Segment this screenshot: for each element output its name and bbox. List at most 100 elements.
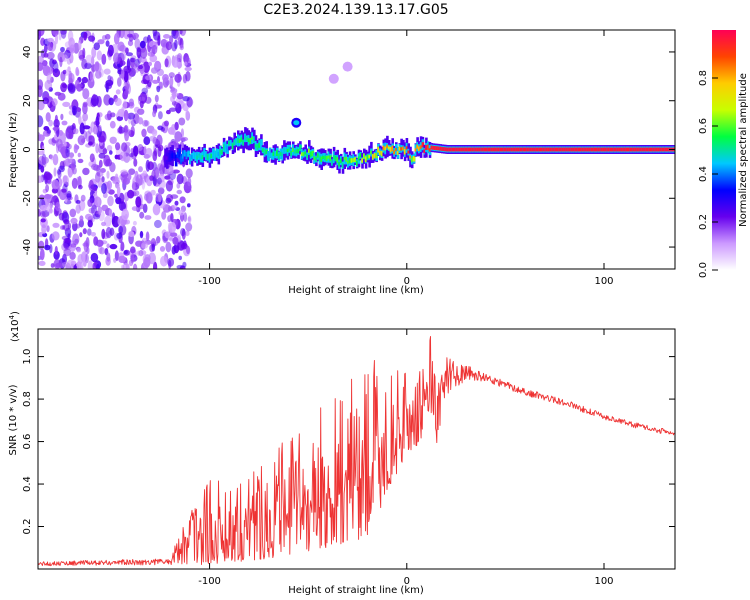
ridge-core	[334, 155, 338, 161]
ridge-core	[345, 156, 348, 162]
noise-speckle	[73, 265, 78, 269]
y-tick-label: 1.0	[22, 349, 33, 365]
ridge-core	[547, 147, 551, 152]
ridge-core	[331, 159, 334, 166]
ridge-core	[554, 147, 558, 152]
noise-speckle	[69, 251, 76, 260]
noise-speckle	[87, 220, 93, 228]
noise-speckle	[102, 35, 107, 41]
noise-speckle	[70, 217, 78, 225]
noise-speckle	[52, 222, 60, 228]
ridge-core	[457, 147, 460, 152]
ridge-core	[501, 147, 505, 152]
noise-speckle	[95, 143, 100, 154]
noise-speckle	[138, 64, 144, 70]
noise-speckle	[66, 259, 75, 267]
ridge-core	[602, 147, 606, 152]
ridge-core	[428, 148, 432, 152]
noise-speckle	[183, 212, 188, 223]
ridge-core	[322, 155, 325, 159]
ridge-core	[515, 147, 519, 152]
ridge-core	[506, 147, 510, 152]
noise-speckle	[58, 32, 62, 41]
noise-speckle	[128, 34, 134, 42]
noise-speckle	[69, 208, 77, 218]
noise-speckle	[38, 134, 45, 142]
noise-speckle	[171, 245, 176, 255]
noise-speckle	[88, 207, 95, 214]
noise-speckle	[129, 153, 134, 158]
ridge-core	[558, 147, 561, 152]
noise-speckle	[182, 261, 187, 268]
ridge-core	[352, 158, 355, 163]
noise-speckle	[114, 250, 119, 261]
noise-speckle	[114, 97, 122, 107]
ridge-core	[293, 149, 297, 154]
noise-speckle	[88, 35, 96, 42]
noise-speckle	[60, 30, 67, 35]
noise-speckle	[139, 40, 146, 49]
ridge-core	[242, 139, 245, 146]
colorbar-tick-label: 0.4	[698, 166, 709, 182]
noise-speckle	[51, 188, 59, 194]
ridge-core	[368, 154, 371, 159]
ridge-core	[277, 153, 281, 159]
noise-speckle	[60, 82, 67, 93]
x-tick-label: 100	[594, 276, 613, 287]
ridge-core	[169, 153, 173, 159]
ridge-core	[224, 144, 228, 150]
noise-speckle	[96, 263, 100, 269]
ridge-core	[625, 147, 629, 152]
noise-speckle	[178, 255, 182, 261]
noise-speckle	[168, 72, 175, 78]
ridge-core	[336, 157, 339, 163]
noise-speckle	[151, 44, 158, 55]
noise-speckle	[77, 135, 86, 146]
noise-speckle	[105, 79, 114, 87]
noise-speckle	[99, 247, 105, 255]
noise-speckle	[127, 112, 136, 120]
noise-speckle	[139, 211, 145, 219]
noise-speckle	[44, 79, 53, 91]
noise-speckle	[145, 147, 153, 158]
noise-speckle	[128, 98, 134, 107]
noise-speckle	[106, 252, 111, 262]
ridge-core	[570, 147, 574, 152]
noise-speckle	[121, 208, 129, 221]
ridge-core	[466, 147, 469, 152]
noise-speckle	[38, 260, 46, 266]
noise-speckle	[85, 54, 93, 64]
ridge-core	[375, 152, 378, 159]
noise-speckle	[92, 93, 96, 100]
noise-speckle	[123, 124, 129, 133]
ridge-core	[592, 147, 595, 152]
ridge-core	[476, 147, 480, 152]
noise-speckle	[127, 189, 135, 199]
noise-speckle	[63, 238, 72, 244]
y-tick-label: 0.4	[22, 476, 33, 492]
noise-speckle	[120, 68, 125, 80]
ridge-core	[563, 147, 567, 152]
noise-speckle	[173, 101, 180, 109]
noise-speckle	[67, 83, 76, 93]
noise-speckle	[158, 111, 163, 120]
ridge-core	[432, 145, 435, 150]
noise-speckle	[179, 30, 187, 37]
ridge-core	[595, 147, 599, 152]
noise-speckle	[82, 88, 90, 100]
noise-speckle	[179, 44, 184, 51]
noise-speckle	[91, 46, 97, 59]
noise-speckle	[117, 108, 126, 117]
ridge-core	[245, 137, 249, 141]
noise-speckle	[60, 46, 65, 53]
ridge-core	[386, 144, 389, 149]
noise-speckle	[101, 183, 107, 194]
noise-speckle	[176, 53, 183, 63]
noise-speckle	[118, 201, 126, 212]
noise-speckle	[58, 212, 65, 221]
ridge-core	[599, 147, 602, 152]
ridge-core	[490, 147, 494, 152]
noise-speckle	[135, 196, 142, 208]
noise-speckle	[38, 30, 41, 40]
noise-speckle	[165, 180, 173, 192]
